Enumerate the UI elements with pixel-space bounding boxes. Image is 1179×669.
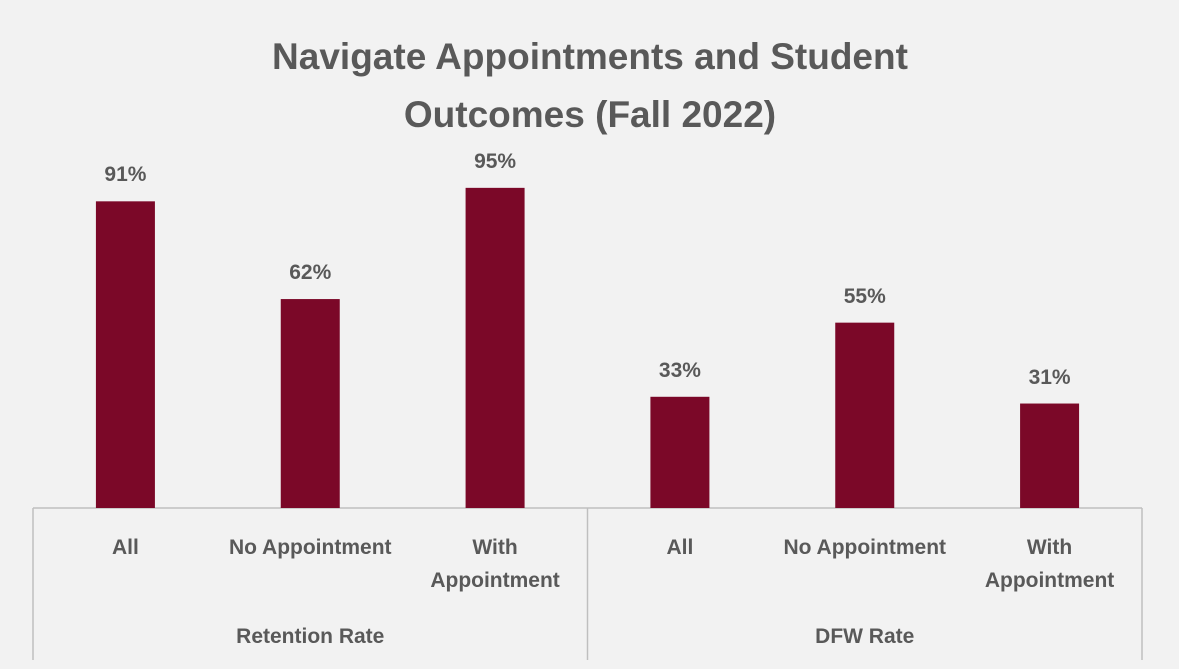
x-tick-label: With Appointment: [984, 536, 1115, 592]
chart-title: Navigate Appointments and Student Outcom…: [272, 36, 908, 135]
x-tick-label: All: [111, 536, 139, 559]
data-label: 91%: [104, 163, 147, 187]
group-label: Retention Rate: [236, 625, 385, 648]
bar: [95, 201, 155, 508]
x-tick-label: All: [666, 536, 694, 559]
bar: [835, 322, 895, 508]
data-label: 62%: [289, 261, 332, 285]
data-label: 33%: [658, 358, 701, 382]
bar: [465, 187, 525, 508]
bar: [650, 396, 710, 508]
x-tick-label: No Appointment: [228, 536, 392, 559]
data-label: 31%: [1028, 365, 1071, 389]
data-label: 55%: [843, 284, 886, 308]
x-tick-label: No Appointment: [783, 536, 947, 559]
x-tick-label: With Appointment: [430, 536, 560, 592]
group-label: DFW Rate: [815, 625, 915, 648]
data-label: 95%: [474, 149, 517, 173]
bar: [280, 299, 340, 508]
bar: [1020, 403, 1080, 508]
